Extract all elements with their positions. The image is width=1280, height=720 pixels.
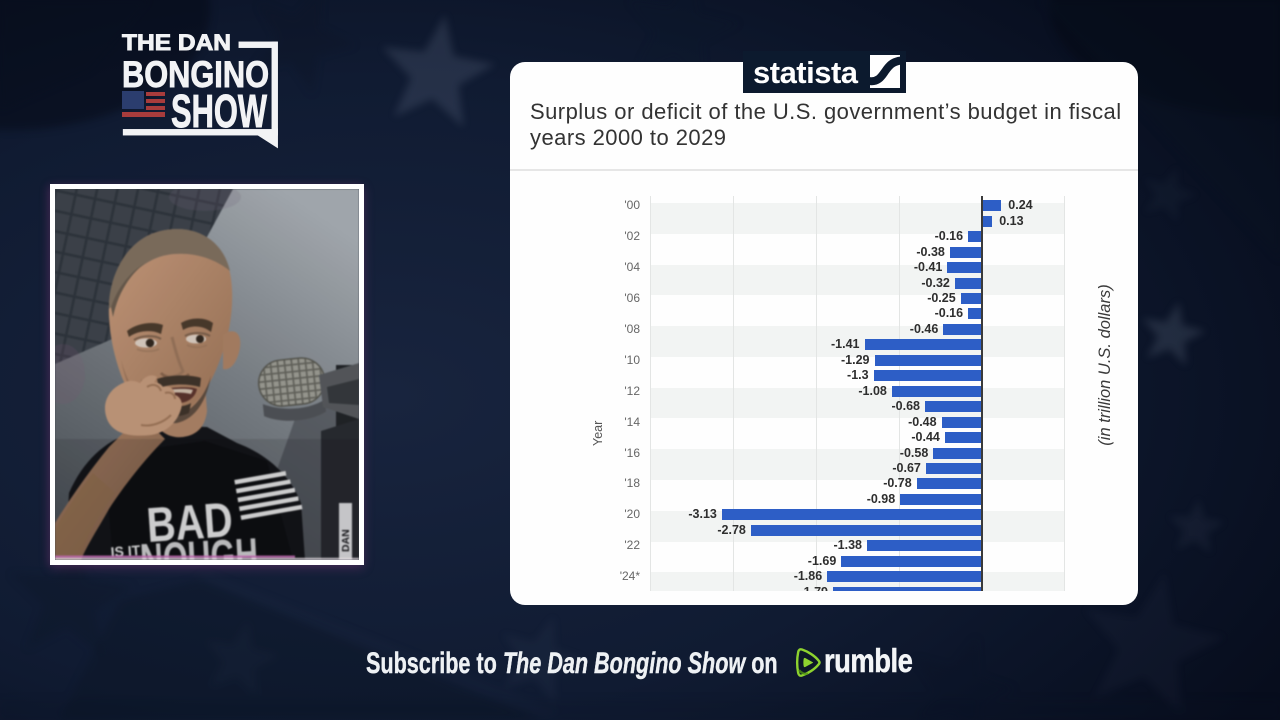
svg-text:BONGINO: BONGINO	[122, 54, 269, 95]
svg-text:THE DAN: THE DAN	[122, 30, 231, 55]
svg-text:SHOW: SHOW	[171, 85, 267, 137]
